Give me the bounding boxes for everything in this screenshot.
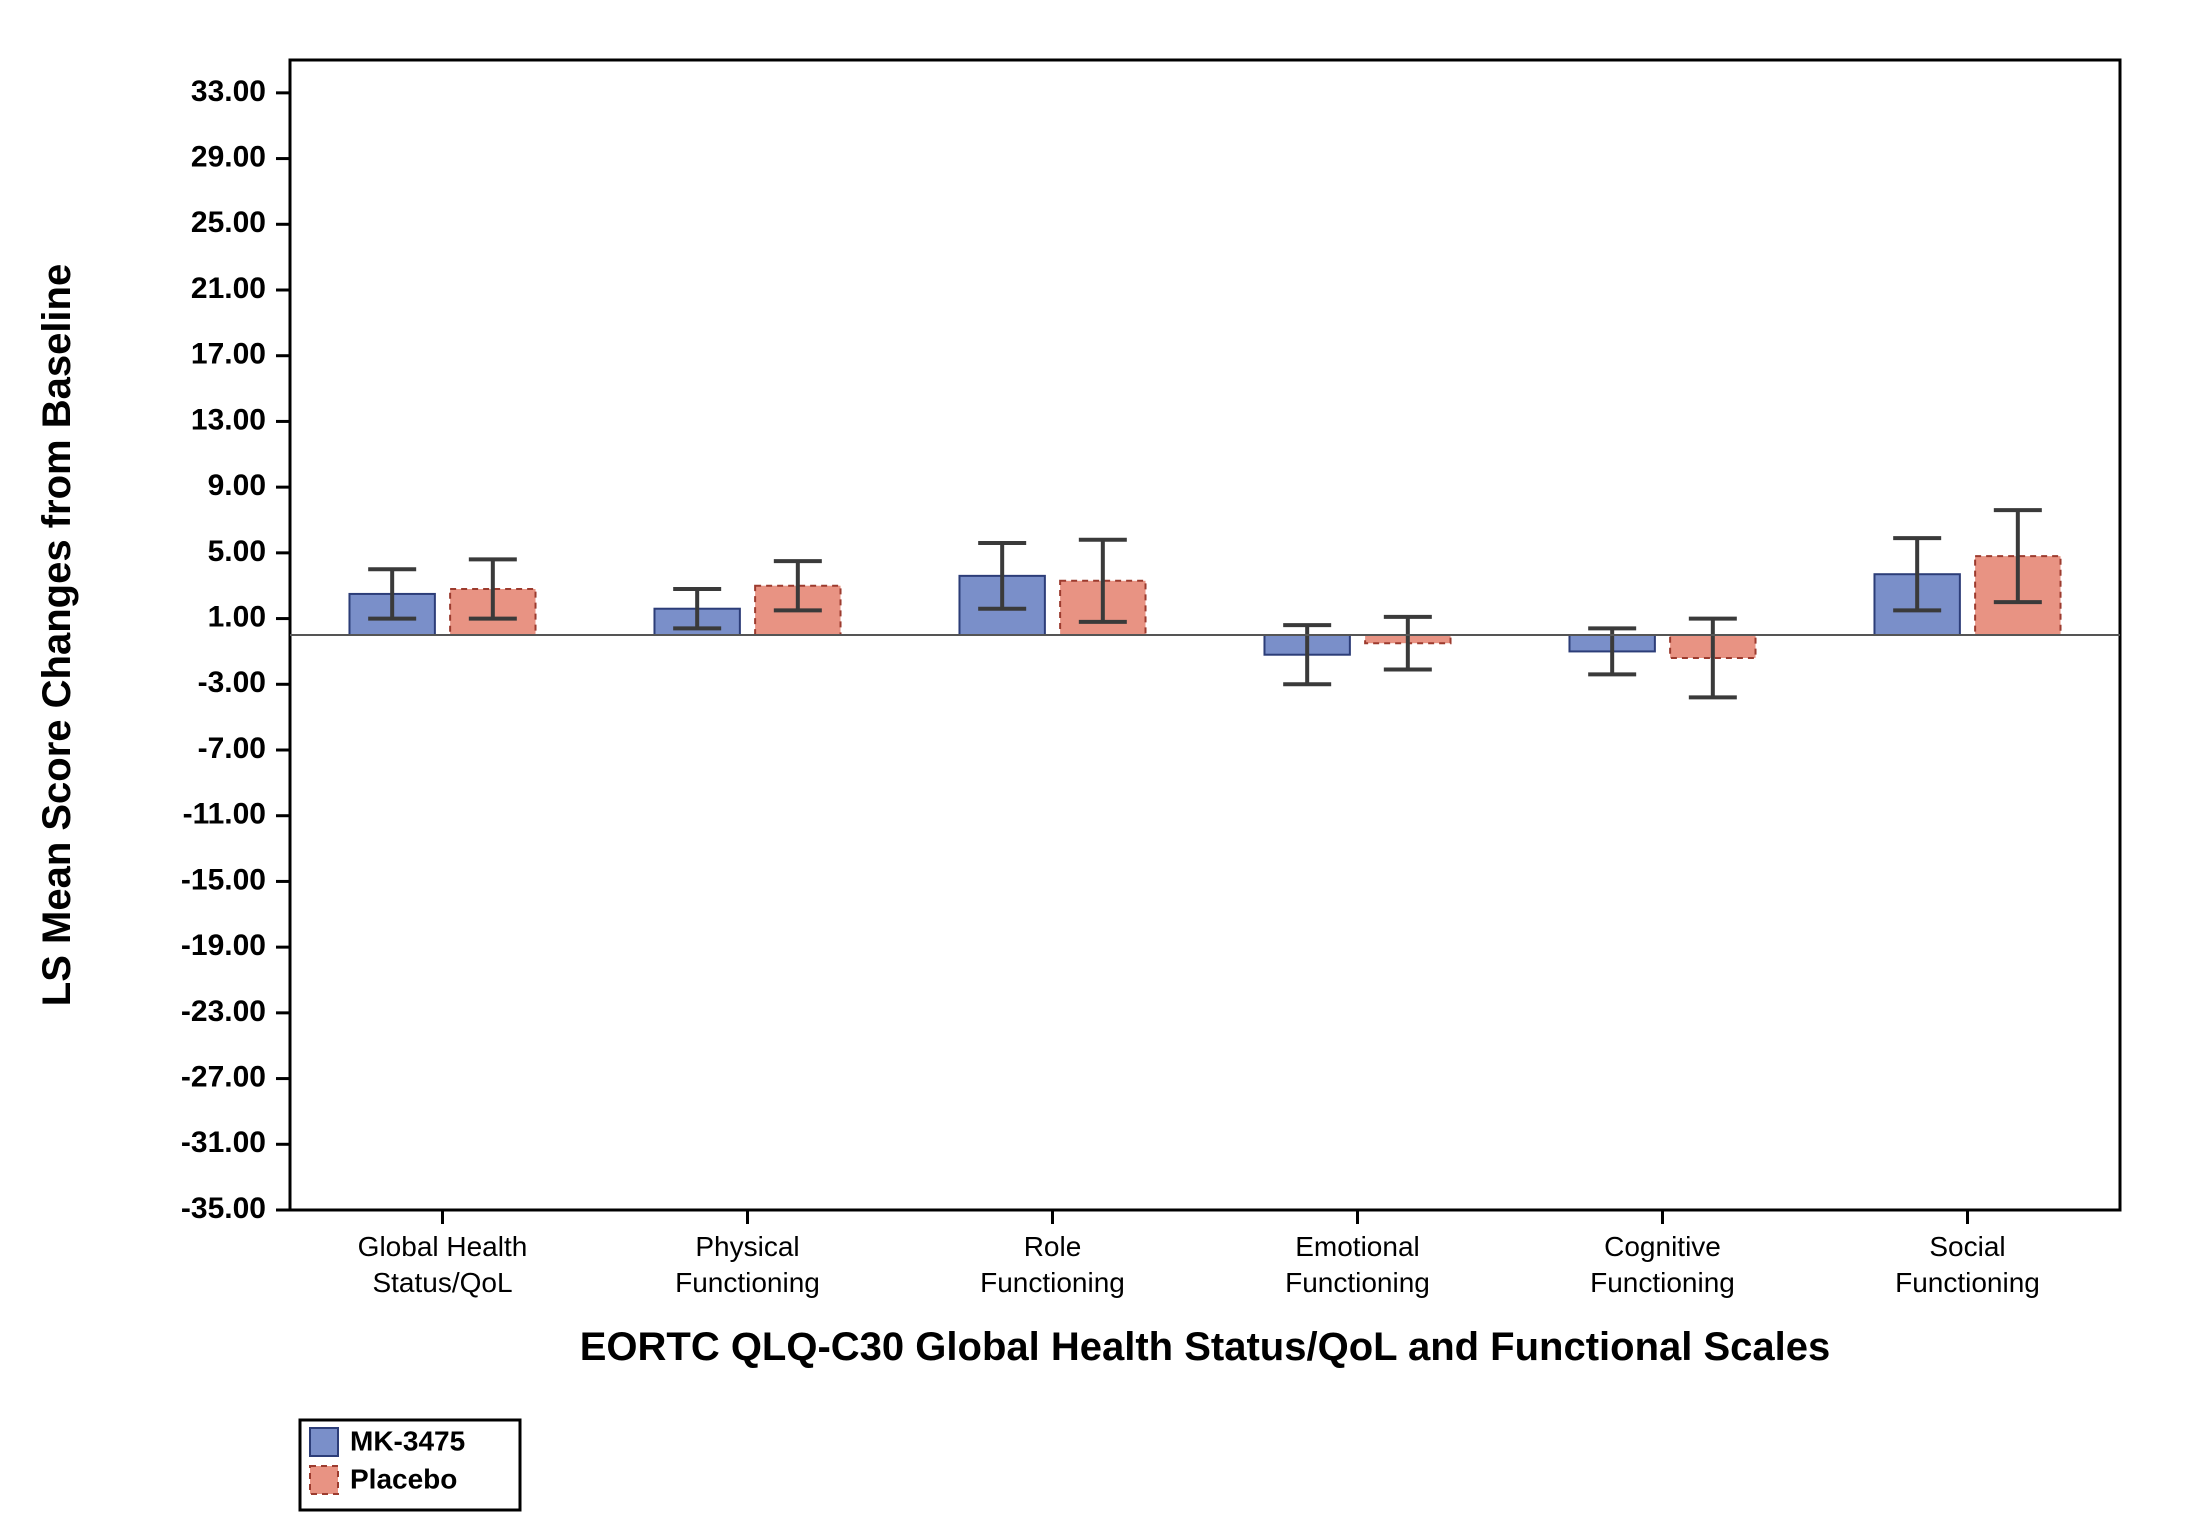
svg-text:Placebo: Placebo: [350, 1463, 457, 1494]
svg-text:-19.00: -19.00: [181, 929, 266, 962]
svg-text:Physical: Physical: [695, 1231, 799, 1262]
svg-text:Functioning: Functioning: [1285, 1267, 1430, 1298]
svg-text:-3.00: -3.00: [198, 666, 266, 699]
svg-text:21.00: 21.00: [191, 272, 266, 305]
svg-text:29.00: 29.00: [191, 140, 266, 173]
svg-text:9.00: 9.00: [208, 469, 266, 502]
svg-text:-35.00: -35.00: [181, 1192, 266, 1225]
svg-text:Functioning: Functioning: [1895, 1267, 2040, 1298]
svg-text:Status/QoL: Status/QoL: [372, 1267, 512, 1298]
svg-text:25.00: 25.00: [191, 206, 266, 239]
svg-text:Functioning: Functioning: [1590, 1267, 1735, 1298]
svg-text:1.00: 1.00: [208, 600, 266, 633]
svg-text:-27.00: -27.00: [181, 1060, 266, 1093]
svg-text:-15.00: -15.00: [181, 863, 266, 896]
svg-text:LS Mean Score Changes from Bas: LS Mean Score Changes from Baseline: [35, 264, 79, 1006]
svg-text:33.00: 33.00: [191, 75, 266, 108]
svg-text:5.00: 5.00: [208, 535, 266, 568]
svg-text:-7.00: -7.00: [198, 732, 266, 765]
svg-text:-11.00: -11.00: [183, 798, 266, 831]
svg-text:-23.00: -23.00: [181, 995, 266, 1028]
svg-text:17.00: 17.00: [191, 338, 266, 371]
svg-text:Functioning: Functioning: [980, 1267, 1125, 1298]
svg-text:Social: Social: [1929, 1231, 2005, 1262]
svg-text:13.00: 13.00: [191, 403, 266, 436]
svg-text:Cognitive: Cognitive: [1604, 1231, 1721, 1262]
svg-text:-31.00: -31.00: [181, 1126, 266, 1159]
svg-text:Emotional: Emotional: [1295, 1231, 1420, 1262]
svg-text:MK-3475: MK-3475: [350, 1425, 465, 1456]
svg-text:Functioning: Functioning: [675, 1267, 820, 1298]
svg-text:Role: Role: [1024, 1231, 1082, 1262]
svg-text:EORTC QLQ-C30 Global Health St: EORTC QLQ-C30 Global Health Status/QoL a…: [580, 1325, 1831, 1369]
bar-chart: 33.00 29.00 25.00 21.00 17.00 13.00 9.00 5.00 1.…: [0, 0, 2190, 1527]
chart-container: 33.00 29.00 25.00 21.00 17.00 13.00 9.00 5.00 1.…: [0, 0, 2190, 1527]
svg-text:Global Health: Global Health: [358, 1231, 528, 1262]
